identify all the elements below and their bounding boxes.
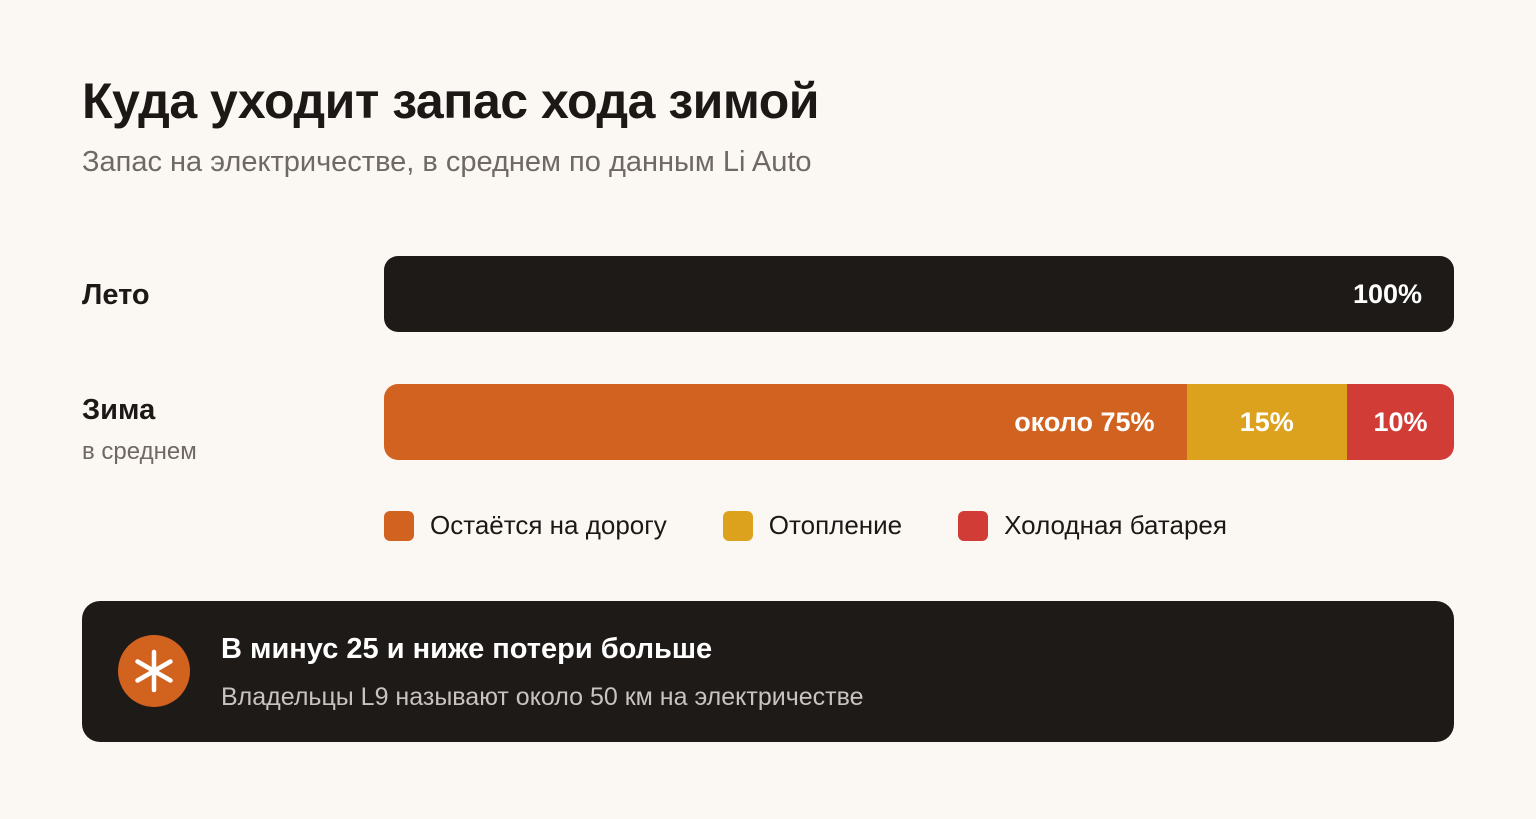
legend-label-cold-battery: Холодная батарея xyxy=(1004,510,1227,540)
legend-label-road: Остаётся на дорогу xyxy=(430,510,667,540)
snowflake-icon xyxy=(118,635,190,707)
bar-summer: 100% xyxy=(384,256,1454,332)
legend-swatch-heating xyxy=(722,510,753,541)
legend-label-heating: Отопление xyxy=(768,510,903,540)
legend-item-heating: Отопление xyxy=(722,510,903,541)
bar-winter: около 75% 15% 10% xyxy=(384,384,1454,460)
data-label-summer-road: 100% xyxy=(1352,278,1422,309)
legend-item-cold-battery: Холодная батарея xyxy=(958,510,1227,541)
legend: Остаётся на дорогу Отопление Холодная ба… xyxy=(384,510,1283,541)
note-text: Владельцы L9 называют около 50 км на эле… xyxy=(221,683,864,711)
page-title: Куда уходит запас хода зимой xyxy=(82,73,820,129)
note-title: В минус 25 и ниже потери больше xyxy=(221,633,713,665)
data-label-winter-road: около 75% xyxy=(1014,406,1155,437)
legend-swatch-road xyxy=(384,510,414,541)
bar-segment-summer-road: 100% xyxy=(384,256,1454,332)
category-label-winter: Зима xyxy=(82,394,156,426)
data-label-winter-cold-battery: 10% xyxy=(1373,406,1428,437)
bar-segment-winter-heating: 15% xyxy=(1186,384,1347,460)
bar-segment-winter-cold-battery: 10% xyxy=(1347,384,1454,460)
page-subtitle: Запас на электричестве, в среднем по дан… xyxy=(82,146,812,178)
category-sublabel-winter: в среднем xyxy=(82,438,197,465)
category-label-summer: Лето xyxy=(82,279,150,311)
legend-item-road: Остаётся на дорогу xyxy=(384,510,667,541)
note-card: В минус 25 и ниже потери больше Владельц… xyxy=(82,601,1454,742)
bar-segment-winter-road: около 75% xyxy=(384,384,1187,460)
data-label-winter-heating: 15% xyxy=(1239,406,1294,437)
legend-swatch-cold-battery xyxy=(958,510,989,541)
